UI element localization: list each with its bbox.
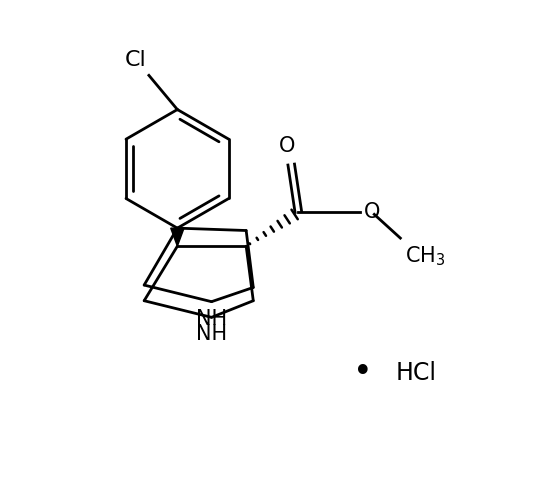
Text: •: •	[352, 356, 372, 389]
Text: NH: NH	[196, 324, 227, 345]
Text: O: O	[279, 136, 296, 156]
Text: O: O	[364, 202, 380, 222]
Text: Cl: Cl	[125, 49, 146, 70]
Text: NH: NH	[196, 309, 227, 329]
Text: CH$_3$: CH$_3$	[405, 244, 445, 268]
Polygon shape	[171, 228, 184, 246]
Text: HCl: HCl	[396, 361, 437, 385]
